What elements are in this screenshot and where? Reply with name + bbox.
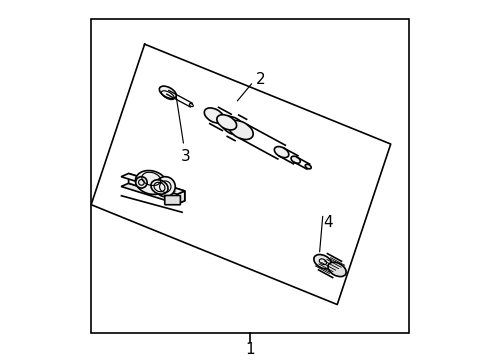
- Ellipse shape: [290, 156, 300, 163]
- Ellipse shape: [313, 255, 331, 269]
- Ellipse shape: [216, 115, 236, 130]
- Ellipse shape: [135, 171, 167, 194]
- Circle shape: [155, 177, 175, 197]
- Ellipse shape: [228, 121, 253, 139]
- Ellipse shape: [274, 147, 288, 158]
- Text: 1: 1: [244, 342, 254, 357]
- Ellipse shape: [159, 86, 176, 99]
- Text: 3: 3: [181, 149, 190, 164]
- Polygon shape: [121, 183, 184, 204]
- Polygon shape: [177, 191, 184, 204]
- Ellipse shape: [220, 116, 245, 135]
- Text: 2: 2: [255, 72, 265, 87]
- Ellipse shape: [327, 262, 346, 276]
- Ellipse shape: [151, 180, 168, 194]
- Polygon shape: [128, 174, 184, 201]
- Polygon shape: [121, 174, 184, 194]
- Text: 4: 4: [323, 215, 332, 230]
- Bar: [91, 19, 408, 333]
- Circle shape: [136, 177, 147, 188]
- FancyBboxPatch shape: [164, 195, 180, 205]
- Ellipse shape: [204, 108, 224, 123]
- Ellipse shape: [305, 164, 310, 169]
